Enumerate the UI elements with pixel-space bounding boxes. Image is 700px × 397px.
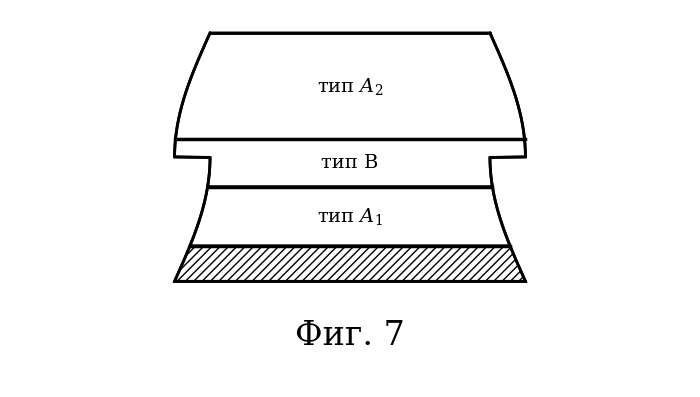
Polygon shape <box>176 33 524 139</box>
Text: тип B: тип B <box>321 154 379 172</box>
Polygon shape <box>174 139 526 187</box>
Text: тип $A_1$: тип $A_1$ <box>317 206 383 227</box>
Polygon shape <box>174 246 526 281</box>
Text: Фиг. 7: Фиг. 7 <box>295 320 405 353</box>
Text: тип $A_2$: тип $A_2$ <box>317 76 383 96</box>
Polygon shape <box>190 187 510 246</box>
